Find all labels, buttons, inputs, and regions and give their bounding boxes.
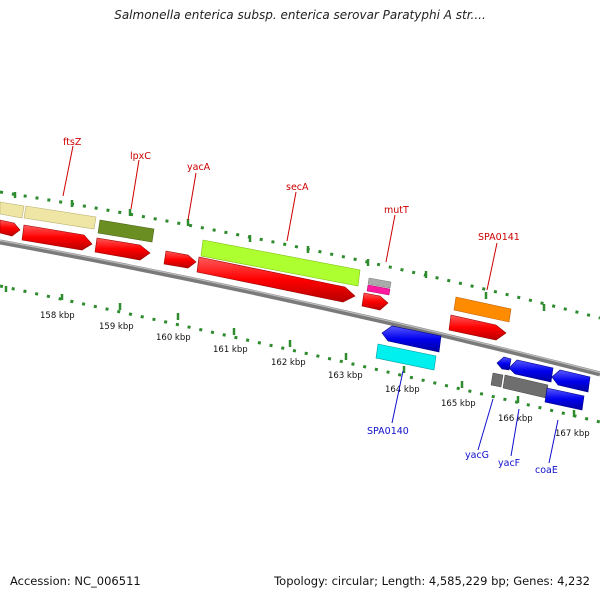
genome-backbone — [0, 239, 600, 377]
gene-block-lpxC-cog[interactable] — [97, 219, 155, 243]
forward-track-ticks — [13, 192, 546, 311]
scale-label: 158 kbp — [40, 311, 75, 321]
gene-block-ftsZ-cog[interactable] — [23, 205, 97, 230]
gene-label-SPA0140[interactable]: SPA0140 — [367, 426, 409, 437]
gene-block-pale-yellow[interactable] — [0, 201, 25, 219]
gene-arrow-yacF[interactable] — [508, 359, 554, 383]
gene-block-secA-cog[interactable] — [200, 239, 361, 287]
gene-label-lpxC[interactable]: lpxC — [130, 151, 151, 162]
scale-label: 161 kbp — [213, 345, 248, 355]
reverse-cog-row[interactable] — [375, 343, 585, 411]
gene-block-SPA0140-cog[interactable] — [375, 343, 437, 371]
gene-label-mutT[interactable]: mutT — [384, 205, 409, 216]
scale-label: 164 kbp — [385, 385, 420, 395]
gene-block-SPA0141-cog[interactable] — [453, 296, 512, 323]
gene-arrow-coaE[interactable] — [551, 369, 591, 393]
gene-label-SPA0141[interactable]: SPA0141 — [478, 232, 520, 243]
genome-summary: Topology: circular; Length: 4,585,229 bp… — [274, 574, 590, 588]
gene-label-coaE[interactable]: coaE — [535, 465, 558, 476]
scale-label: 159 kbp — [99, 322, 134, 332]
forward-gene-arrows[interactable] — [0, 219, 507, 341]
gene-arrow-secA[interactable] — [196, 256, 356, 303]
reverse-gene-arrows[interactable] — [381, 325, 591, 393]
map-title: Salmonella enterica subsp. enterica sero… — [114, 8, 486, 22]
gene-arrow[interactable] — [0, 219, 21, 237]
scale-label: 160 kbp — [156, 333, 191, 343]
forward-cog-row[interactable] — [0, 201, 512, 323]
gene-block-mutT-grey[interactable] — [367, 277, 392, 289]
gene-block-mutT-magenta[interactable] — [366, 284, 391, 296]
reverse-track — [0, 284, 600, 424]
gene-arrow-lpxC[interactable] — [94, 237, 151, 261]
gene-arrow-SPA0141[interactable] — [448, 314, 507, 341]
gene-arrow-SPA0140[interactable] — [381, 325, 442, 353]
gene-label-secA[interactable]: secA — [286, 182, 309, 193]
gene-label-ftsZ[interactable]: ftsZ — [63, 137, 82, 148]
reverse-track-ticks — [4, 286, 576, 417]
forward-track — [0, 190, 600, 320]
scale-label: 162 kbp — [271, 358, 306, 368]
scale-label: 166 kbp — [498, 414, 533, 424]
forward-gene-labels: ftsZ lpxC yacA secA mutT SPA0141 — [63, 137, 520, 243]
gene-block-coaE-cog[interactable] — [544, 387, 585, 411]
gene-label-yacG[interactable]: yacG — [465, 450, 489, 461]
scale-labels: 158 kbp 159 kbp 160 kbp 161 kbp 162 kbp … — [40, 311, 590, 439]
scale-label: 165 kbp — [441, 399, 476, 409]
gene-label-yacA[interactable]: yacA — [187, 162, 211, 173]
gene-label-yacF[interactable]: yacF — [498, 458, 520, 469]
accession-label: Accession: NC_006511 — [10, 574, 141, 588]
gene-arrow-yacA[interactable] — [163, 250, 197, 269]
scale-label: 163 kbp — [328, 371, 363, 381]
scale-label: 167 kbp — [555, 429, 590, 439]
gene-arrow-mutT[interactable] — [361, 292, 389, 311]
gene-arrow-yacG[interactable] — [496, 356, 512, 371]
gene-block-yacG-cog[interactable] — [490, 372, 504, 388]
gene-arrow-ftsZ[interactable] — [21, 224, 93, 251]
forward-label-leaders — [62, 145, 498, 291]
reverse-gene-labels: SPA0140 yacG yacF coaE — [367, 426, 558, 476]
reverse-label-leaders — [391, 370, 559, 464]
genome-backbone-highlight — [0, 239, 600, 374]
